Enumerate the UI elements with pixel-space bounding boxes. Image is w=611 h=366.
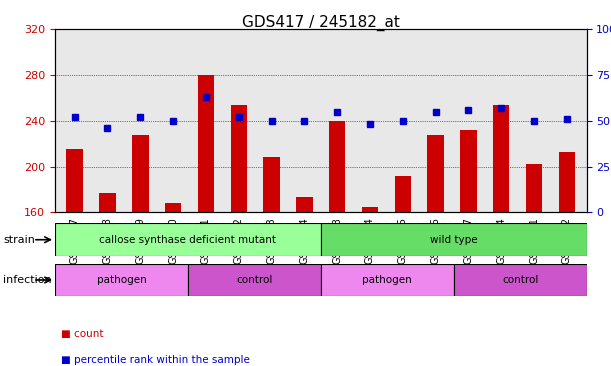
Text: strain: strain [3, 235, 35, 245]
Bar [362, 206, 378, 212]
FancyBboxPatch shape [321, 223, 587, 256]
Text: callose synthase deficient mutant: callose synthase deficient mutant [100, 235, 276, 245]
Text: wild type: wild type [430, 235, 477, 245]
Bar [198, 75, 214, 212]
Bar [526, 164, 543, 212]
FancyBboxPatch shape [188, 264, 321, 296]
Bar [395, 176, 411, 212]
Bar [493, 105, 510, 212]
Text: control: control [236, 275, 273, 285]
Bar [296, 197, 313, 212]
Bar [99, 193, 115, 212]
Bar [165, 203, 181, 212]
Bar [428, 134, 444, 212]
Bar [263, 157, 280, 212]
Text: pathogen: pathogen [362, 275, 412, 285]
Bar [329, 121, 345, 212]
Bar [67, 149, 83, 212]
Bar [132, 134, 148, 212]
Bar [558, 152, 575, 212]
FancyBboxPatch shape [55, 264, 188, 296]
Text: GDS417 / 245182_at: GDS417 / 245182_at [242, 15, 400, 31]
FancyBboxPatch shape [55, 223, 321, 256]
Text: infection: infection [3, 275, 52, 285]
FancyBboxPatch shape [453, 264, 587, 296]
Bar [460, 130, 477, 212]
Text: ■ percentile rank within the sample: ■ percentile rank within the sample [61, 355, 250, 365]
Bar [230, 105, 247, 212]
Text: control: control [502, 275, 538, 285]
Text: pathogen: pathogen [97, 275, 146, 285]
FancyBboxPatch shape [321, 264, 453, 296]
Text: ■ count: ■ count [61, 329, 104, 339]
